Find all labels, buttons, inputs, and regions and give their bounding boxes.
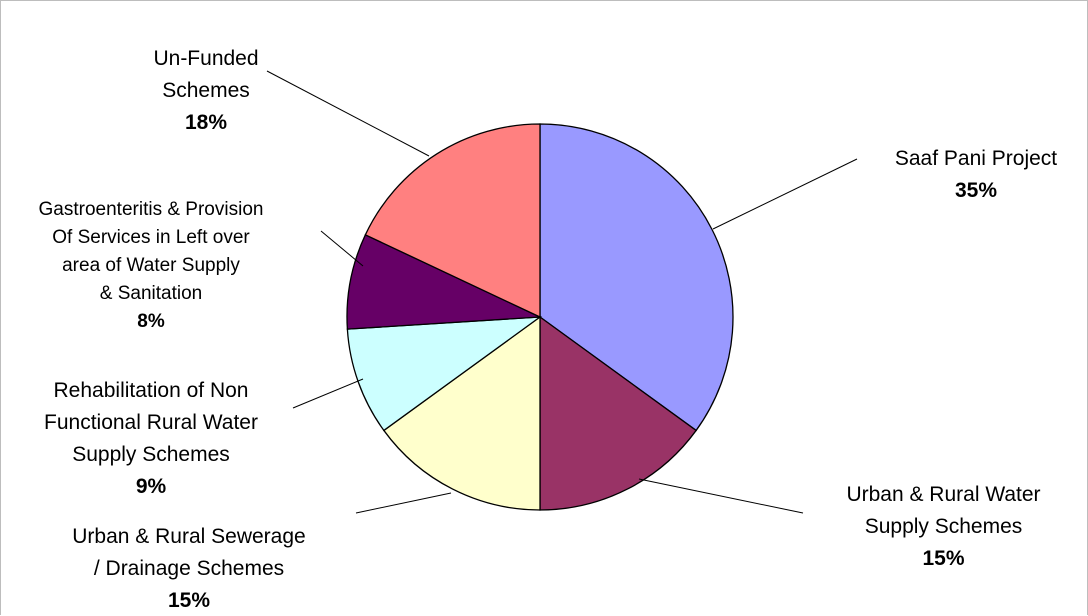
label-line: Rehabilitation of Non bbox=[53, 379, 249, 402]
label-line: Supply Schemes bbox=[864, 515, 1023, 538]
slice-percent: 9% bbox=[135, 475, 167, 498]
slice-label-saaf-pani: Saaf Pani Project 35% bbox=[846, 143, 1087, 207]
label-line: Urban & Rural Water bbox=[846, 483, 1041, 506]
slice-percent: 18% bbox=[184, 111, 228, 134]
leader-line bbox=[638, 478, 804, 514]
slice-label-urban-rural-water: Urban & Rural Water Supply Schemes 15% bbox=[801, 479, 1086, 575]
slice-rehabilitation bbox=[346, 316, 543, 432]
slice-urban-rural-water bbox=[539, 315, 698, 511]
slice-gastroenteritis bbox=[346, 233, 541, 330]
label-line: & Sanitation bbox=[99, 283, 203, 304]
label-line: area of Water Supply bbox=[62, 255, 240, 276]
slice-percent: 8% bbox=[137, 311, 165, 332]
leader-line bbox=[355, 492, 452, 514]
label-line: Supply Schemes bbox=[72, 443, 230, 466]
slice-label-rehabilitation: Rehabilitation of Non Functional Rural W… bbox=[6, 375, 296, 503]
label-line: Urban & Rural Sewerage bbox=[72, 525, 306, 548]
slice-percent: 15% bbox=[922, 547, 965, 570]
label-line: / Drainage Schemes bbox=[93, 557, 285, 580]
slice-un-funded bbox=[364, 123, 541, 319]
label-line: Saaf Pani Project bbox=[894, 147, 1058, 170]
label-line: Of Services in Left over bbox=[52, 227, 250, 248]
leader-line bbox=[320, 230, 364, 267]
leader-line bbox=[712, 158, 858, 230]
slice-label-un-funded: Un-Funded Schemes 18% bbox=[96, 43, 316, 139]
slice-saaf-pani bbox=[539, 123, 734, 432]
label-line: Un-Funded bbox=[153, 47, 259, 70]
label-line: Schemes bbox=[162, 79, 250, 102]
slice-sewerage-drainage bbox=[382, 315, 541, 511]
label-line: Functional Rural Water bbox=[44, 411, 258, 434]
slice-percent: 15% bbox=[167, 589, 211, 612]
label-line: Gastroenteritis & Provision bbox=[38, 199, 264, 220]
leader-line bbox=[266, 70, 430, 157]
slice-label-gastroenteritis: Gastroenteritis & Provision Of Services … bbox=[5, 196, 297, 336]
slice-percent: 35% bbox=[954, 179, 998, 202]
slice-label-sewerage-drainage: Urban & Rural Sewerage / Drainage Scheme… bbox=[29, 521, 349, 615]
leader-line bbox=[292, 378, 364, 409]
